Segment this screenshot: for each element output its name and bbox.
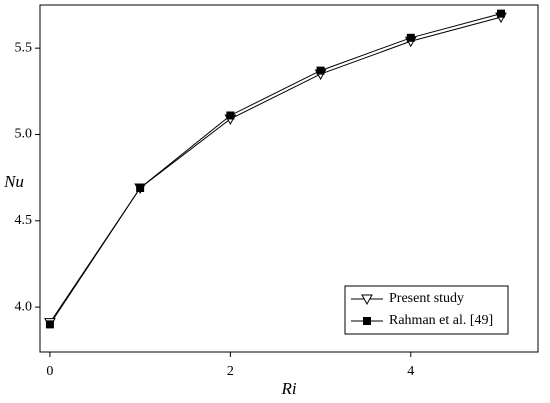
y-tick-label: 4.5 (15, 213, 33, 228)
marker (45, 320, 54, 329)
x-tick-label: 4 (407, 364, 414, 379)
marker (136, 183, 145, 192)
legend-marker (361, 294, 373, 306)
marker (316, 66, 325, 75)
legend-box (344, 285, 509, 335)
marker (497, 9, 506, 18)
legend-label: Present study (389, 291, 464, 306)
marker (226, 111, 235, 120)
series-line (49, 13, 502, 325)
marker (406, 33, 415, 42)
y-tick-label: 5.0 (15, 127, 33, 142)
y-tick-label: 4.0 (15, 299, 33, 314)
series-line (49, 16, 502, 323)
x-axis-label: Ri (280, 379, 296, 398)
legend-marker (363, 317, 371, 325)
legend-label: Rahman et al. [49] (389, 313, 493, 328)
y-axis-label: Nu (3, 172, 24, 191)
x-tick-label: 2 (227, 364, 234, 379)
x-tick-label: 0 (46, 364, 53, 379)
plot-frame (39, 4, 539, 353)
y-tick-label: 5.5 (15, 40, 33, 55)
